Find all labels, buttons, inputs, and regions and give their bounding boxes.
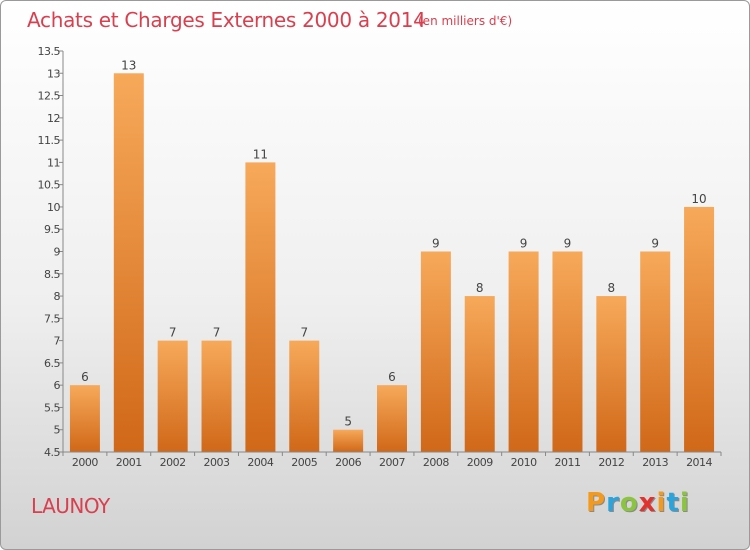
y-tick-label: 4.5 — [44, 446, 60, 459]
bar-2001 — [113, 73, 144, 453]
x-tick-label: 2005 — [291, 456, 317, 469]
x-tick-label: 2013 — [642, 456, 668, 469]
data-label: 7 — [169, 326, 177, 340]
bar-2006 — [333, 429, 364, 452]
proxiti-logo: Proxiti — [586, 488, 690, 518]
y-tick-label: 6.5 — [44, 357, 60, 370]
data-label: 9 — [520, 237, 528, 251]
x-tick-label: 2008 — [423, 456, 449, 469]
data-label: 9 — [651, 237, 659, 251]
y-tick-label: 8 — [54, 290, 61, 303]
bar-2012 — [596, 296, 627, 452]
x-axis: 2000 2001 2002 2003 2004 2005 2006 2007 2008 2009… — [62, 451, 722, 469]
x-tick-label: 2009 — [467, 456, 493, 469]
x-tick-label: 2012 — [598, 456, 624, 469]
y-tick-label: 13.5 — [38, 45, 61, 58]
data-label: 9 — [564, 237, 572, 251]
logo-letter: o — [619, 488, 639, 518]
bar-2010 — [508, 251, 539, 452]
data-label: 7 — [213, 326, 221, 340]
y-tick-label: 10.5 — [38, 179, 61, 192]
y-tick-label: 11 — [47, 156, 60, 169]
logo-letter: t — [666, 488, 680, 518]
y-tick-label: 11.5 — [38, 134, 61, 147]
x-tick-label: 2007 — [379, 456, 405, 469]
bar-2008 — [420, 251, 451, 452]
x-tick-label: 2001 — [116, 456, 142, 469]
chart-title: Achats et Charges Externes 2000 à 2014 — [27, 8, 426, 32]
location-name: LAUNOY — [31, 494, 110, 518]
bar-2014 — [684, 206, 715, 452]
data-label: 9 — [432, 237, 440, 251]
y-tick-label: 7.5 — [44, 312, 60, 325]
bar-2007 — [377, 385, 407, 452]
data-label: 8 — [608, 281, 616, 295]
y-tick-label: 10 — [47, 201, 60, 214]
bar-2002 — [157, 340, 188, 452]
data-label: 13 — [121, 58, 136, 72]
bars: 6 13 7 7 11 7 5 6 9 8 9 9 8 9 10 — [69, 58, 715, 453]
x-tick-label: 2011 — [554, 456, 580, 469]
x-tick-label: 2014 — [686, 456, 712, 469]
bar-2005 — [289, 340, 320, 452]
y-tick-label: 6 — [54, 379, 61, 392]
x-tick-label: 2003 — [204, 456, 230, 469]
x-tick-label: 2010 — [511, 456, 537, 469]
x-tick-label: 2006 — [335, 456, 361, 469]
logo-letter: x — [638, 488, 657, 518]
bar-2011 — [552, 251, 583, 452]
x-tick-label: 2002 — [160, 456, 186, 469]
y-tick-label: 12.5 — [38, 90, 61, 103]
y-tick-label: 8.5 — [44, 268, 60, 281]
logo-letter: i — [679, 488, 690, 518]
bar-2013 — [640, 251, 671, 452]
logo-letter: P — [586, 488, 607, 518]
x-tick-label: 2004 — [247, 456, 273, 469]
x-tick-label: 2000 — [72, 456, 98, 469]
data-label: 11 — [253, 147, 268, 161]
data-label: 7 — [300, 326, 308, 340]
y-tick-label: 9.5 — [44, 223, 60, 236]
y-tick-label: 12 — [47, 112, 60, 125]
y-axis: 4.5 5 5.5 6 6.5 7 7.5 8 8.5 9 9.5 10 10.5 11 11.5 12 12.… — [38, 45, 64, 459]
data-label: 10 — [691, 192, 706, 206]
logo-letter: r — [606, 488, 620, 518]
y-tick-label: 5.5 — [44, 401, 60, 414]
bar-2004 — [245, 162, 276, 452]
y-tick-label: 9 — [54, 246, 61, 259]
bar-2009 — [464, 296, 495, 452]
y-tick-label: 5 — [54, 424, 61, 437]
data-label: 8 — [476, 281, 484, 295]
data-label: 5 — [344, 415, 352, 429]
y-tick-label: 13 — [47, 67, 60, 80]
logo-letter: i — [656, 488, 667, 518]
data-label: 6 — [81, 370, 89, 384]
y-tick-label: 7 — [54, 335, 61, 348]
bar-2003 — [201, 340, 232, 452]
chart-unit: (en milliers d'€) — [418, 14, 513, 28]
bar-2000 — [69, 385, 100, 452]
data-label: 6 — [388, 370, 396, 384]
